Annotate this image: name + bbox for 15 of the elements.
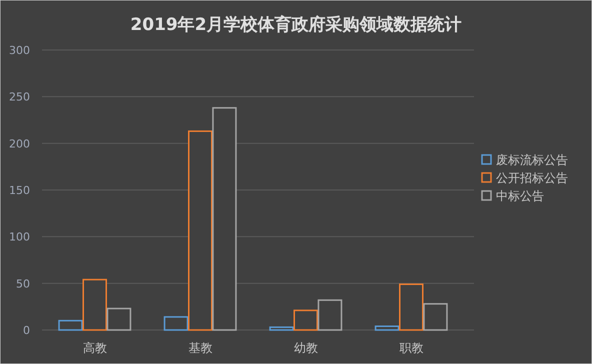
y-tick-label: 250	[9, 90, 30, 104]
y-tick-label: 200	[9, 137, 30, 150]
x-tick-label: 职教	[399, 341, 424, 355]
x-tick-label: 幼教	[294, 341, 318, 355]
legend-label: 中标公告	[496, 189, 544, 203]
legend-label: 公开招标公告	[496, 171, 568, 185]
y-tick-label: 50	[16, 277, 30, 290]
x-tick-label: 高教	[82, 341, 107, 355]
y-tick-label: 100	[9, 230, 30, 244]
chart-title: 2019年2月学校体育政府采购领域数据统计	[130, 14, 462, 35]
x-tick-label: 基教	[188, 341, 212, 355]
legend-label: 废标流标公告	[496, 153, 568, 167]
y-tick-label: 0	[23, 324, 30, 337]
y-tick-label: 300	[9, 44, 30, 57]
y-tick-label: 150	[9, 184, 30, 197]
